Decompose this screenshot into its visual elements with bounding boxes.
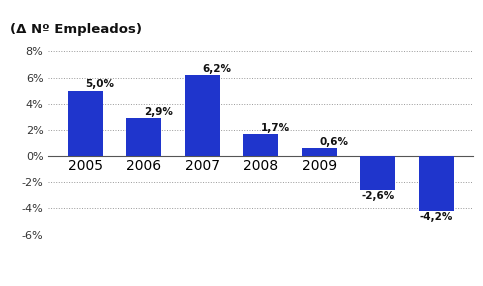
Bar [419, 156, 454, 211]
Text: 5,0%: 5,0% [85, 80, 114, 90]
Bar [185, 75, 220, 156]
Bar [243, 134, 278, 156]
Bar [68, 91, 103, 156]
Text: 1,7%: 1,7% [261, 122, 290, 132]
Text: -4,2%: -4,2% [420, 212, 453, 222]
Text: 2,9%: 2,9% [144, 107, 172, 117]
Text: (Δ Nº Empleados): (Δ Nº Empleados) [10, 23, 142, 36]
Text: 6,2%: 6,2% [202, 64, 231, 74]
Text: 0,6%: 0,6% [319, 137, 348, 147]
Bar [126, 118, 161, 156]
Bar [302, 148, 337, 156]
Text: -2,6%: -2,6% [361, 191, 395, 201]
Bar [360, 156, 396, 190]
